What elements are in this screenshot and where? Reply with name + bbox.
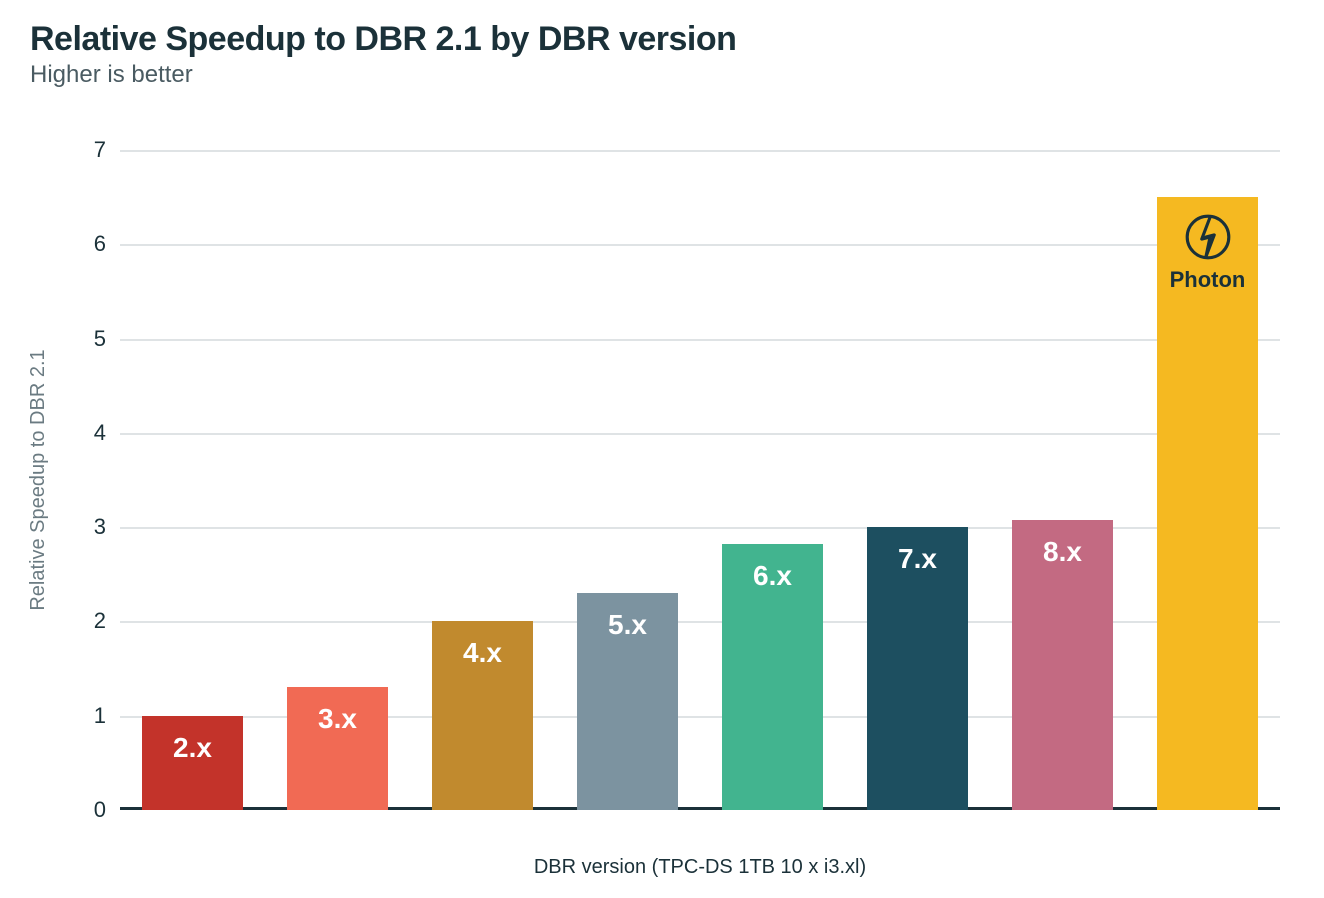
y-tick-label: 4 [70, 420, 106, 446]
chart-title: Relative Speedup to DBR 2.1 by DBR versi… [30, 20, 1294, 59]
bar-label: 8.x [1012, 536, 1114, 568]
chart-subtitle: Higher is better [30, 61, 1294, 89]
bar: 7.x [867, 527, 969, 810]
gridline [120, 244, 1280, 246]
bar-label: 3.x [287, 703, 389, 735]
bar: 2.x [142, 716, 244, 810]
bar: Photon [1157, 197, 1259, 810]
photon-icon [1182, 211, 1234, 263]
bar: 6.x [722, 544, 824, 810]
bar-label: 4.x [432, 637, 534, 669]
bar: 8.x [1012, 520, 1114, 810]
bar: 4.x [432, 621, 534, 810]
bar-label: 5.x [577, 609, 679, 641]
bar-label: 2.x [142, 732, 244, 764]
bar: 5.x [577, 593, 679, 810]
y-tick-label: 2 [70, 608, 106, 634]
y-tick-label: 6 [70, 231, 106, 257]
y-tick-label: 1 [70, 703, 106, 729]
y-tick-label: 5 [70, 326, 106, 352]
chart-page: Relative Speedup to DBR 2.1 by DBR versi… [0, 0, 1324, 898]
bar: 3.x [287, 687, 389, 810]
chart-area: 01234567Relative Speedup to DBR 2.1DBR v… [120, 150, 1280, 810]
photon-label: Photon [1170, 267, 1246, 293]
x-axis-label: DBR version (TPC-DS 1TB 10 x i3.xl) [120, 856, 1280, 879]
y-axis-label: Relative Speedup to DBR 2.1 [27, 349, 50, 610]
y-tick-label: 0 [70, 797, 106, 823]
bar-label: 6.x [722, 560, 824, 592]
plot-area: 01234567Relative Speedup to DBR 2.1DBR v… [120, 150, 1280, 810]
gridline [120, 150, 1280, 152]
y-tick-label: 3 [70, 514, 106, 540]
photon-badge: Photon [1157, 211, 1259, 293]
y-tick-label: 7 [70, 137, 106, 163]
gridline [120, 339, 1280, 341]
gridline [120, 433, 1280, 435]
bar-label: 7.x [867, 543, 969, 575]
